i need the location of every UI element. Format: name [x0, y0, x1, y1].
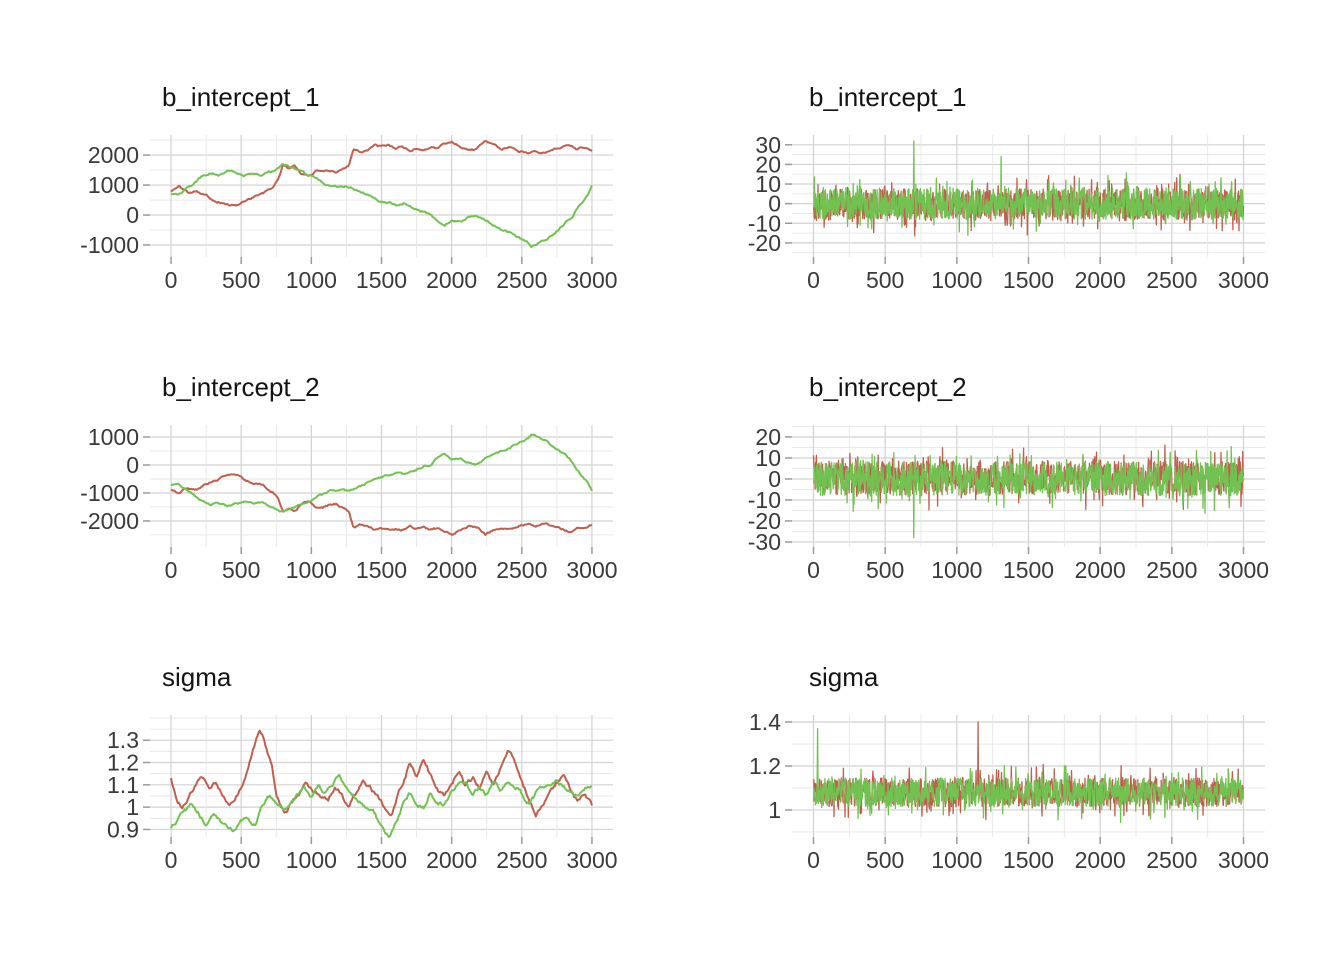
x-tick-label: 2500 — [496, 267, 547, 293]
trace-line-chain-1 — [170, 140, 593, 207]
x-tick-label: 1500 — [356, 847, 407, 873]
y-tick-label: 0 — [126, 202, 139, 228]
y-tick-label: 1.2 — [107, 750, 139, 776]
x-tick-label: 2000 — [1075, 267, 1126, 293]
trace-panel: 2000 1000 0 -1000 0 500 1000 1500 2000 2500 3000 — [80, 135, 618, 293]
y-tick-label: 10 — [755, 445, 781, 471]
y-tick-label: 1000 — [88, 424, 139, 450]
x-tick-label: 1500 — [356, 557, 407, 583]
y-tick-label: 1.3 — [107, 727, 139, 753]
x-tick-label: 2500 — [496, 557, 547, 583]
x-tick-label: 2000 — [1075, 557, 1126, 583]
x-tick-label: 0 — [807, 847, 820, 873]
trace-line-chain-1 — [170, 729, 593, 818]
y-tick-label: 1.2 — [749, 753, 781, 779]
x-tick-label: 0 — [807, 557, 820, 583]
y-tick-label: 0.9 — [107, 816, 139, 842]
trace-line-chain-2 — [812, 727, 1245, 824]
x-tick-label: 1500 — [1003, 847, 1054, 873]
x-tick-label: 1000 — [931, 267, 982, 293]
x-tick-label: 500 — [866, 267, 904, 293]
trace-panel: 1.4 1.2 10 500 1000 1500 2000 2500 3000 — [749, 709, 1269, 873]
x-tick-label: 500 — [222, 557, 260, 583]
x-tick-label: 3000 — [1218, 557, 1269, 583]
x-tick-label: 0 — [165, 847, 178, 873]
panel-title: b_intercept_1 — [162, 82, 320, 112]
y-tick-label: -10 — [748, 487, 781, 513]
y-tick-label: -20 — [748, 230, 781, 256]
y-tick-label: -1000 — [80, 232, 139, 258]
x-tick-label: 3000 — [566, 847, 617, 873]
panel-title: sigma — [809, 662, 879, 692]
y-tick-label: 1 — [768, 797, 781, 823]
trace-line-chain-2 — [812, 140, 1245, 236]
trace-line-chain-2 — [812, 446, 1245, 539]
y-tick-label: -2000 — [80, 508, 139, 534]
x-tick-label: 500 — [222, 267, 260, 293]
x-tick-label: 1000 — [286, 557, 337, 583]
x-tick-label: 3000 — [1218, 267, 1269, 293]
x-tick-label: 0 — [165, 267, 178, 293]
y-tick-label: -20 — [748, 508, 781, 534]
x-tick-label: 2000 — [1075, 847, 1126, 873]
y-tick-label: 0 — [126, 452, 139, 478]
y-tick-label: 2000 — [88, 142, 139, 168]
x-tick-label: 500 — [866, 847, 904, 873]
y-tick-label: -30 — [748, 529, 781, 555]
trace-line-chain-2 — [170, 774, 593, 838]
y-tick-label: 20 — [755, 424, 781, 450]
x-tick-label: 1000 — [931, 557, 982, 583]
y-tick-label: -1000 — [80, 480, 139, 506]
y-tick-label: 10 — [755, 171, 781, 197]
y-tick-label: -10 — [748, 210, 781, 236]
y-tick-label: 1.1 — [107, 772, 139, 798]
y-tick-label: 1.4 — [749, 709, 781, 735]
trace-line-chain-1 — [170, 473, 593, 536]
x-tick-label: 1500 — [1003, 267, 1054, 293]
panel-title: sigma — [162, 662, 232, 692]
x-tick-label: 1500 — [356, 267, 407, 293]
y-tick-label: 0 — [768, 191, 781, 217]
x-tick-label: 1000 — [286, 267, 337, 293]
x-tick-label: 3000 — [566, 557, 617, 583]
y-tick-label: 30 — [755, 132, 781, 158]
x-tick-label: 2500 — [496, 847, 547, 873]
panel-title: b_intercept_2 — [809, 372, 967, 402]
trace-line-chain-2 — [170, 163, 593, 249]
x-tick-label: 1000 — [286, 847, 337, 873]
x-tick-label: 500 — [222, 847, 260, 873]
trace-panel: 1.31.21.110.9 0 500 1000 1500 2000 2500 3000 — [107, 715, 618, 873]
x-tick-label: 2500 — [1146, 847, 1197, 873]
x-tick-label: 1500 — [1003, 557, 1054, 583]
y-tick-label: 1 — [126, 794, 139, 820]
y-tick-label: 20 — [755, 151, 781, 177]
x-tick-label: 500 — [866, 557, 904, 583]
x-tick-label: 3000 — [566, 267, 617, 293]
x-tick-label: 2000 — [426, 847, 477, 873]
x-tick-label: 2500 — [1146, 267, 1197, 293]
trace-line-chain-2 — [170, 433, 593, 513]
x-tick-label: 3000 — [1218, 847, 1269, 873]
y-tick-label: 1000 — [88, 172, 139, 198]
panel-title: b_intercept_2 — [162, 372, 320, 402]
x-tick-label: 2000 — [426, 557, 477, 583]
x-tick-label: 2000 — [426, 267, 477, 293]
x-tick-label: 0 — [165, 557, 178, 583]
y-tick-label: 0 — [768, 466, 781, 492]
x-tick-label: 0 — [807, 267, 820, 293]
panel-title: b_intercept_1 — [809, 82, 967, 112]
x-tick-label: 1000 — [931, 847, 982, 873]
x-tick-label: 2500 — [1146, 557, 1197, 583]
